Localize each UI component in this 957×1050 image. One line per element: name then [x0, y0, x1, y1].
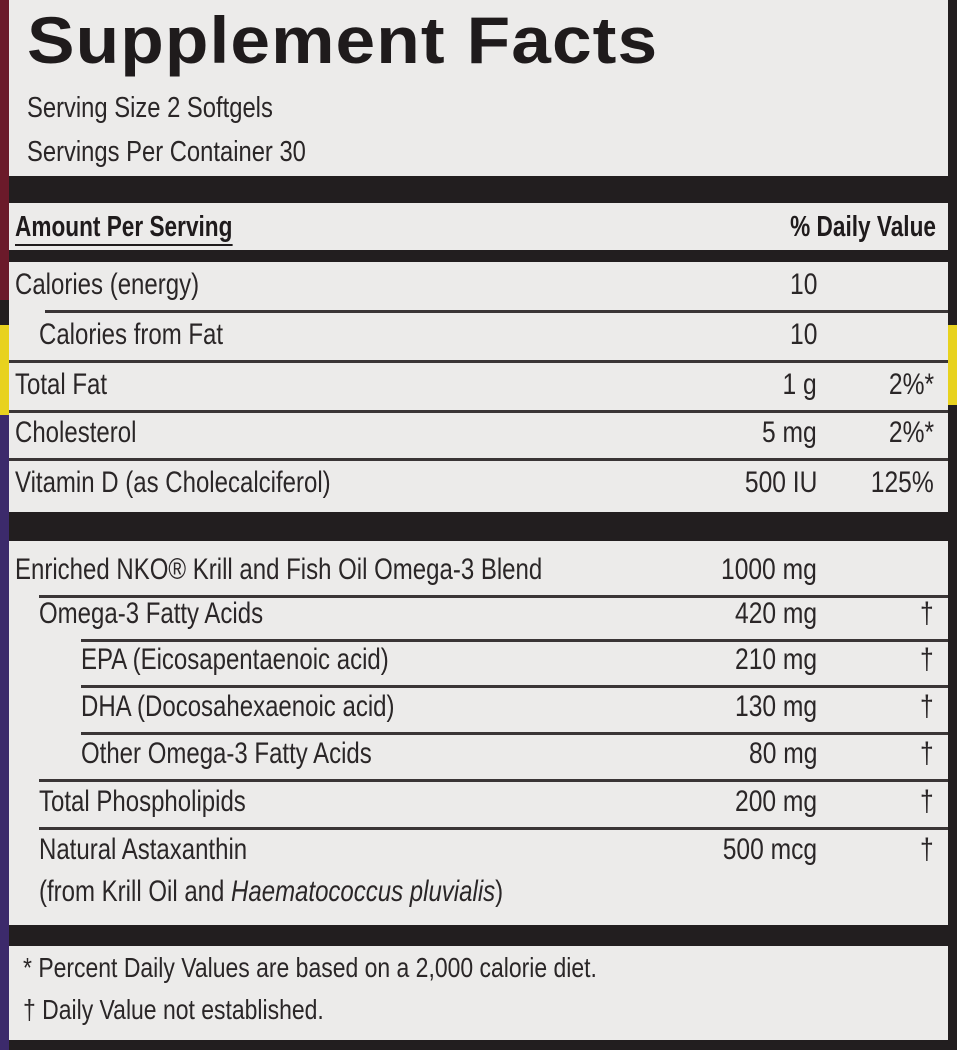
daily-value: †: [920, 597, 934, 630]
edge-yellow: [0, 325, 9, 415]
source-species: Haematococcus pluvialis: [231, 875, 496, 908]
header-panel: Amount Per Serving % Daily Value: [9, 203, 948, 250]
source-prefix: (from Krill Oil and: [39, 875, 232, 908]
nutrient-amount: 500 mcg: [722, 833, 817, 866]
daily-value: 125%: [871, 466, 934, 499]
nutrient-amount: 80 mg: [748, 737, 817, 770]
row-divider: [39, 779, 948, 782]
nutrient-row: Enriched NKO® Krill and Fish Oil Omega-3…: [9, 547, 948, 593]
row-divider: [9, 410, 948, 413]
row-divider: [39, 595, 948, 598]
nutrient-name: Natural Astaxanthin: [39, 833, 248, 866]
nutrient-name: Cholesterol: [15, 416, 137, 449]
nutrient-row: Vitamin D (as Cholecalciferol) 500 IU 125%: [9, 460, 948, 506]
nutrient-row: EPA (Eicosapentaenoic acid) 210 mg †: [9, 637, 948, 683]
nutrient-name: Total Phospholipids: [39, 785, 246, 818]
nutrient-amount: 200 mg: [734, 785, 817, 818]
nutrient-name: Omega-3 Fatty Acids: [39, 597, 264, 630]
nutrients-panel: Calories (energy) 10 Calories from Fat 10 To…: [9, 262, 948, 512]
nutrient-row: Calories from Fat 10: [9, 312, 948, 358]
nutrient-row: Calories (energy) 10: [9, 262, 948, 308]
amount-per-serving-header: Amount Per Serving: [15, 211, 233, 246]
nutrient-row: Natural Astaxanthin 500 mcg †: [9, 827, 948, 873]
nutrient-row: DHA (Docosahexaenoic acid) 130 mg †: [9, 684, 948, 730]
daily-value: †: [920, 643, 934, 676]
edge-right-yellow: [948, 325, 957, 405]
nutrient-amount: 10: [789, 318, 817, 351]
nutrient-name: Calories from Fat: [39, 318, 224, 351]
daily-value: †: [920, 690, 934, 723]
astaxanthin-source: (from Krill Oil and Haematococcus pluvia…: [39, 875, 503, 909]
footnote-panel: * Percent Daily Values are based on a 2,…: [9, 946, 948, 1040]
row-divider: [81, 732, 948, 735]
nutrient-row: Omega-3 Fatty Acids 420 mg †: [9, 591, 948, 637]
nutrient-amount: 1 g: [782, 368, 817, 401]
footnote-dv-not-established: † Daily Value not established.: [23, 994, 324, 1025]
servings-per-container: Servings Per Container 30: [27, 136, 306, 168]
nutrient-amount: 130 mg: [734, 690, 817, 723]
row-divider: [81, 685, 948, 688]
label-title: Supplement Facts: [27, 3, 659, 77]
nutrient-row: Total Fat 1 g 2%*: [9, 362, 948, 408]
nutrient-name: EPA (Eicosapentaenoic acid): [81, 643, 389, 676]
nutrient-name: Other Omega-3 Fatty Acids: [81, 737, 372, 770]
nutrient-amount: 420 mg: [734, 597, 817, 630]
nutrient-name: Vitamin D (as Cholecalciferol): [15, 466, 331, 499]
daily-value-header: % Daily Value: [790, 211, 936, 243]
nutrient-amount: 210 mg: [734, 643, 817, 676]
blend-panel: Enriched NKO® Krill and Fish Oil Omega-3…: [9, 541, 948, 925]
nutrient-row: Total Phospholipids 200 mg †: [9, 779, 948, 825]
nutrient-amount: 10: [789, 268, 817, 301]
row-divider: [81, 639, 948, 642]
edge-purple: [0, 415, 9, 1050]
nutrient-name: Enriched NKO® Krill and Fish Oil Omega-3…: [15, 553, 543, 586]
nutrient-name: Total Fat: [15, 368, 108, 401]
nutrient-amount: 5 mg: [762, 416, 817, 449]
nutrient-amount: 500 IU: [744, 466, 817, 499]
nutrient-row: Other Omega-3 Fatty Acids 80 mg †: [9, 731, 948, 777]
daily-value: 2%*: [888, 416, 934, 449]
source-suffix: ): [495, 875, 504, 908]
row-divider: [39, 827, 948, 830]
nutrient-name: DHA (Docosahexaenoic acid): [81, 690, 395, 723]
row-divider: [9, 458, 948, 461]
footnote-percent-dv: * Percent Daily Values are based on a 2,…: [23, 952, 597, 983]
nutrient-name: Calories (energy): [15, 268, 200, 301]
daily-value: †: [920, 785, 934, 818]
daily-value: 2%*: [888, 368, 934, 401]
nutrient-row: Cholesterol 5 mg 2%*: [9, 410, 948, 456]
row-divider: [9, 360, 948, 363]
daily-value: †: [920, 833, 934, 866]
nutrient-amount: 1000 mg: [721, 553, 817, 586]
edge-red: [0, 0, 9, 300]
title-panel: Supplement Facts Serving Size 2 Softgels…: [9, 0, 948, 176]
serving-size: Serving Size 2 Softgels: [27, 92, 273, 124]
row-divider: [45, 310, 948, 313]
daily-value: †: [920, 737, 934, 770]
